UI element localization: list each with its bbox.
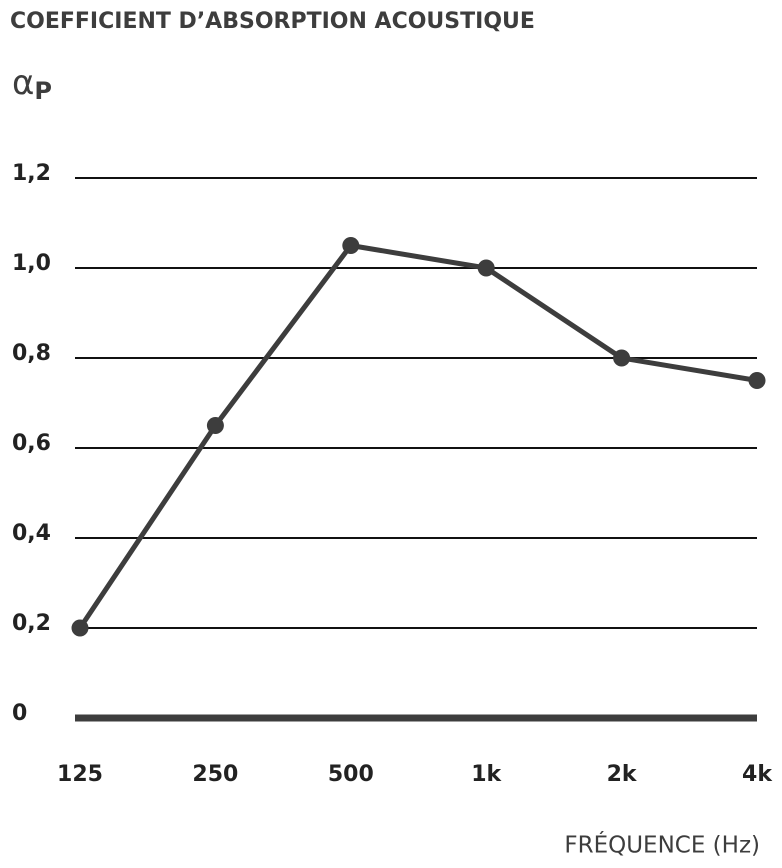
data-point — [748, 372, 766, 389]
y-tick-label: 0,2 — [12, 611, 51, 636]
y-tick-label: 1,2 — [12, 161, 51, 186]
y-label-subscript: P — [34, 77, 52, 105]
x-tick-label: 250 — [192, 762, 238, 787]
x-tick-label: 2k — [607, 762, 638, 787]
y-tick-label: 0 — [12, 701, 27, 726]
x-axis-label: FRÉQUENCE (Hz) — [564, 831, 760, 859]
y-axis-label: αP — [12, 63, 52, 106]
data-line — [77, 243, 758, 630]
data-point — [613, 349, 631, 367]
x-tick-label: 1k — [471, 762, 502, 787]
data-point — [206, 417, 224, 434]
chart-title: COEFFICIENT D’ABSORPTION ACOUSTIQUE — [10, 9, 535, 34]
data-point — [71, 619, 89, 637]
data-point — [477, 259, 495, 277]
x-tick-label: 125 — [57, 762, 103, 787]
y-tick-label: 0,8 — [12, 341, 51, 366]
y-tick-label: 0,4 — [12, 521, 51, 546]
data-point — [342, 237, 360, 254]
y-tick-label: 0,6 — [12, 431, 51, 456]
y-label-symbol: α — [12, 63, 34, 103]
x-tick-label: 500 — [328, 762, 374, 787]
x-tick-label: 4k — [742, 762, 773, 787]
y-tick-label: 1,0 — [12, 251, 51, 276]
